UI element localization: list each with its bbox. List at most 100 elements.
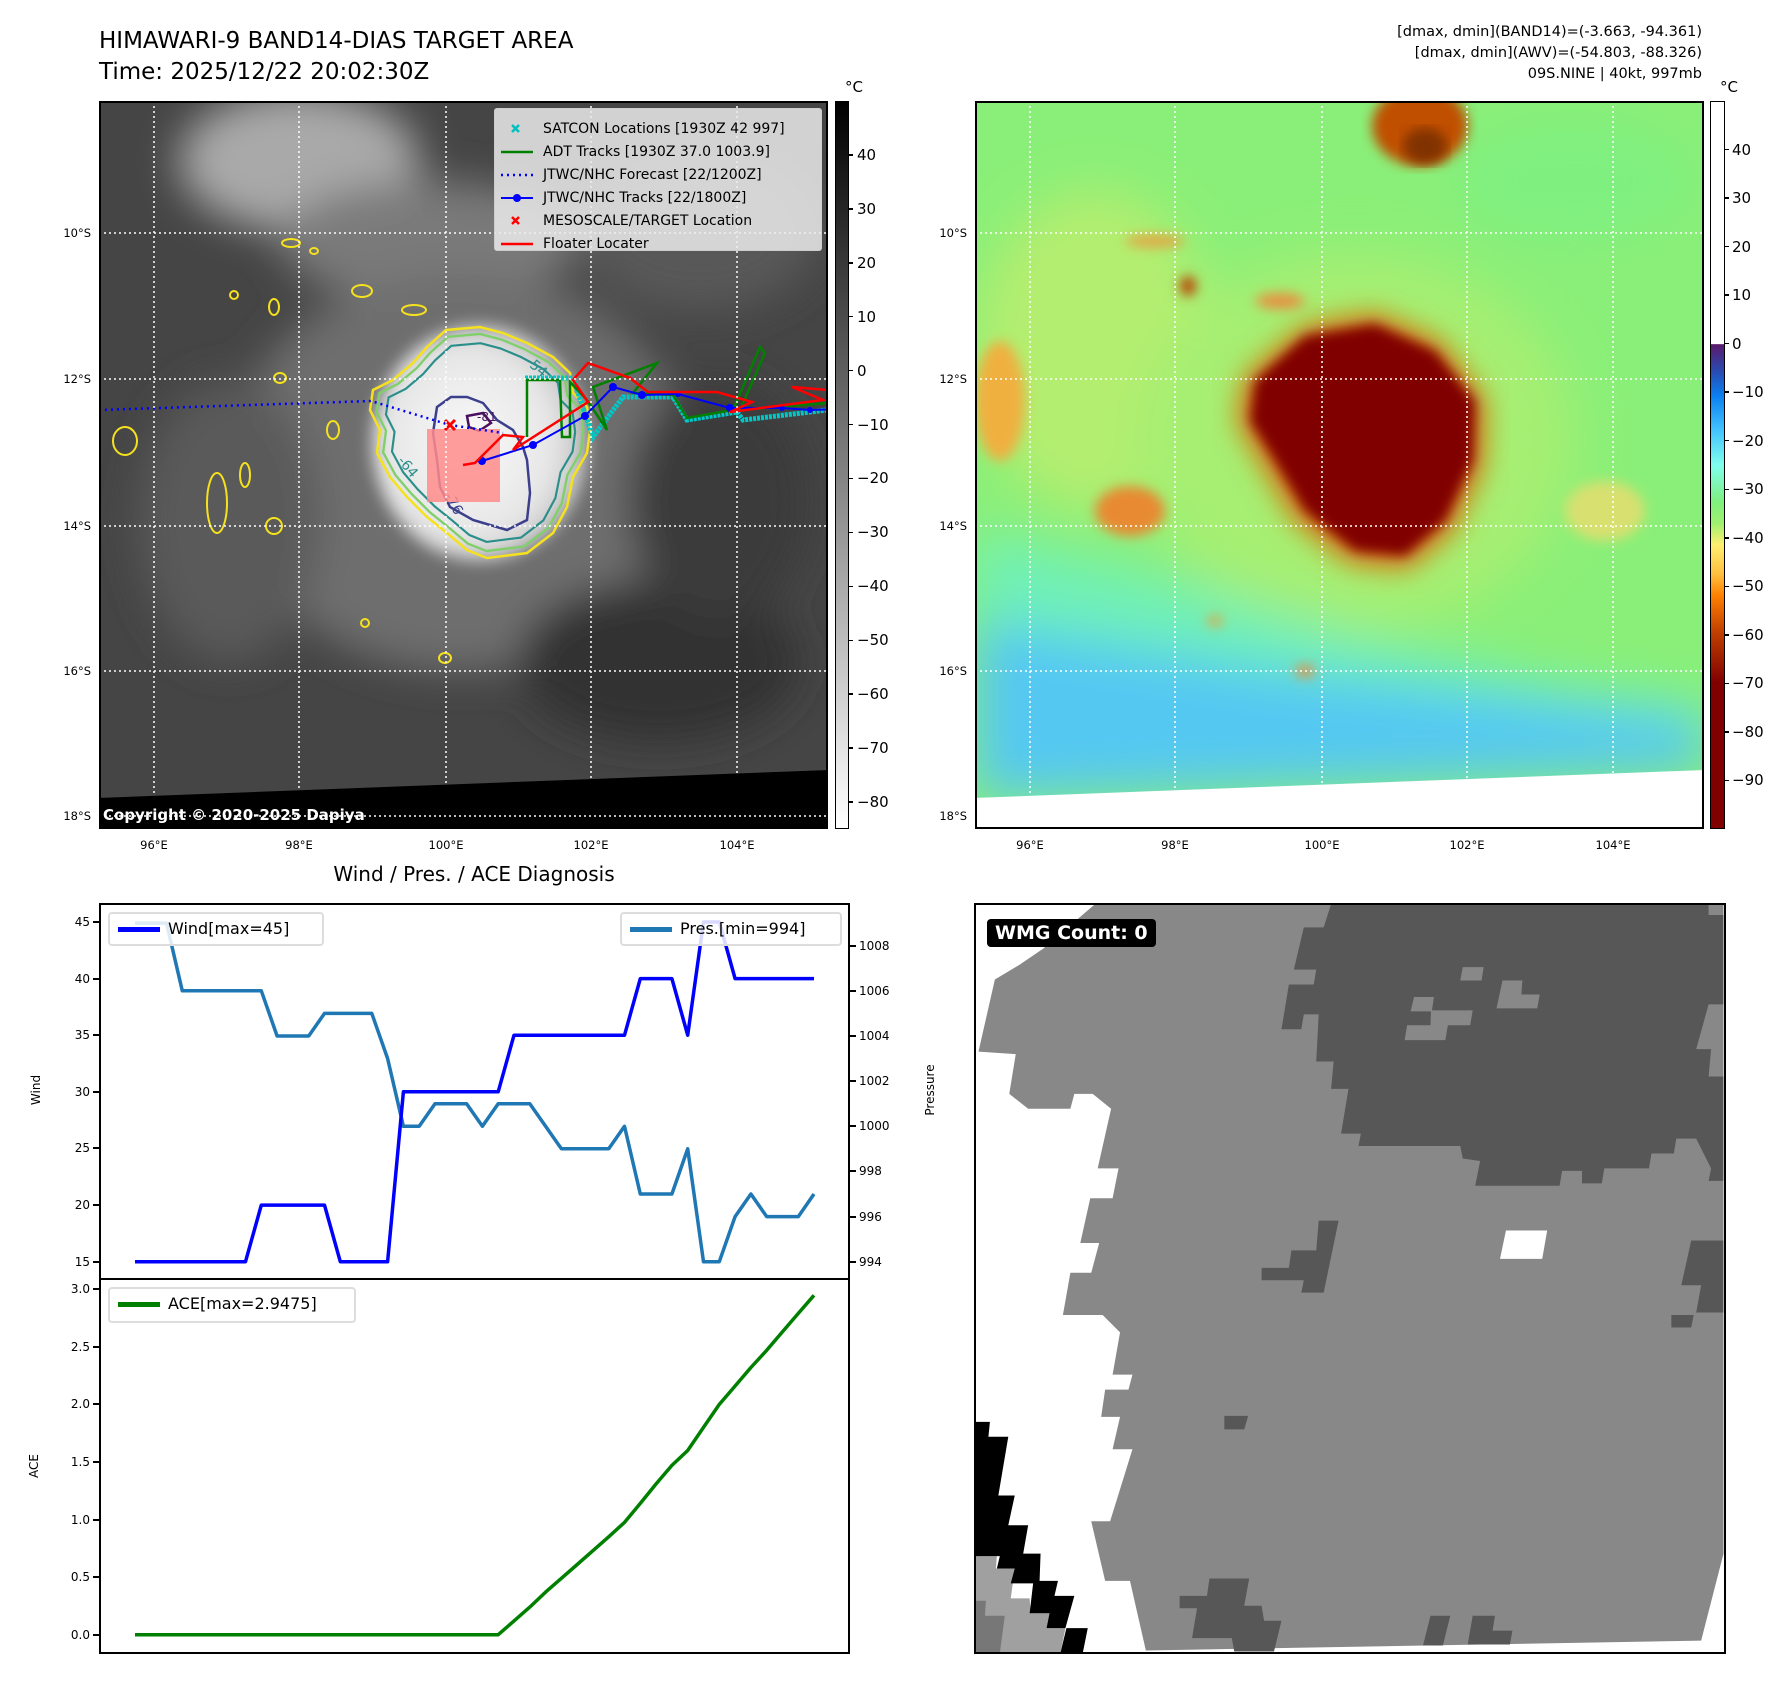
longitude-label: 104°E xyxy=(1595,838,1631,852)
colorbar-tick-mark xyxy=(849,639,853,641)
latitude-label: 12°S xyxy=(939,372,967,386)
colorbar-tick-label: −70 xyxy=(1732,674,1764,693)
y-tick-label: 45 xyxy=(74,914,90,929)
legend-item-target-location: MESOSCALE/TARGET Location xyxy=(495,211,821,231)
y-tick-label: 0.5 xyxy=(70,1570,90,1585)
y-tick-label: 30 xyxy=(74,1084,90,1099)
colorbar-tick-mark xyxy=(1725,731,1729,733)
colorbar-tick-label: −20 xyxy=(1732,431,1764,450)
latitude-label: 12°S xyxy=(63,372,91,386)
y-tick-mark xyxy=(93,977,99,980)
legend-item-satcon: SATCON Locations [1930Z 42 997] xyxy=(495,119,821,139)
colorbar-tick-label: 30 xyxy=(1732,189,1752,208)
y-tick-label: 2.0 xyxy=(70,1397,90,1412)
awv-map-canvas xyxy=(977,103,1702,827)
colorbar-tick-label: 20 xyxy=(857,253,877,272)
colorbar-tick-label: 20 xyxy=(1732,237,1752,256)
dotted-line-icon xyxy=(501,173,533,177)
y-tick-label: 20 xyxy=(74,1198,90,1213)
latitude-label: 16°S xyxy=(939,664,967,678)
y-tick-mark xyxy=(850,944,856,947)
legend-item-floater: Floater Locater xyxy=(495,234,821,254)
colorbar-tick-mark xyxy=(849,477,853,480)
latitude-label: 10°S xyxy=(63,226,91,240)
latitude-label: 18°S xyxy=(63,809,91,823)
ace-line xyxy=(135,1294,816,1637)
line-icon xyxy=(501,242,533,246)
longitude-label: 102°E xyxy=(1449,838,1485,852)
colorbar-tick-mark xyxy=(849,154,853,156)
floater-locater-track xyxy=(462,361,826,467)
ace-legend: ACE[max=2.9475] xyxy=(108,1287,356,1323)
colorbar-tick-mark xyxy=(849,208,853,210)
longitude-label: 102°E xyxy=(573,838,609,852)
legend-item-jtwc-tracks: JTWC/NHC Tracks [22/1800Z] xyxy=(495,188,821,208)
colorbar-tick-mark xyxy=(849,262,853,264)
wind-legend: Wind[max=45] xyxy=(108,912,324,946)
colorbar-tick-mark xyxy=(1725,488,1729,491)
y-tick-label: 40 xyxy=(74,971,90,986)
jtwc-best-track xyxy=(478,383,826,465)
colorbar-tick-mark xyxy=(1725,634,1729,636)
latitude-label: 18°S xyxy=(939,809,967,823)
colorbar-tick-mark xyxy=(849,531,853,534)
colorbar-tick-label: 40 xyxy=(857,145,877,164)
colorbar-tick-mark xyxy=(849,801,853,803)
ir-colorbar-unit: °C xyxy=(845,78,863,96)
colorbar-tick-mark xyxy=(1725,391,1729,393)
map-legend: SATCON Locations [1930Z 42 997] ADT Trac… xyxy=(494,108,822,254)
pressure-line xyxy=(135,921,816,1264)
awv-range: [dmax, dmin](AWV)=(-54.803, -88.326) xyxy=(1414,45,1702,61)
diagnosis-title: Wind / Pres. / ACE Diagnosis xyxy=(333,862,615,886)
colorbar-tick-label: 10 xyxy=(857,307,877,326)
colorbar-tick-mark xyxy=(849,585,853,588)
longitude-label: 98°E xyxy=(1161,838,1189,852)
figure-title: HIMAWARI-9 BAND14-DIAS TARGET AREA Time:… xyxy=(99,26,573,88)
colorbar-tick-label: 40 xyxy=(1732,140,1752,159)
y-tick-mark xyxy=(93,1460,99,1463)
gridlines xyxy=(977,103,1702,827)
y2-tick-label: 1000 xyxy=(859,1119,890,1134)
wind-pressure-plot xyxy=(135,920,816,1264)
wmg-count-badge: WMG Count: 0 xyxy=(987,919,1156,947)
legend-item-jtwc-forecast: JTWC/NHC Forecast [22/1200Z] xyxy=(495,165,821,185)
y-tick-label: 1.0 xyxy=(70,1512,90,1527)
no-data-region xyxy=(101,770,826,827)
colorbar-tick-mark xyxy=(1725,342,1729,345)
ace-plot xyxy=(135,1294,816,1637)
colorbar-tick-label: 30 xyxy=(857,199,877,218)
latitude-label: 16°S xyxy=(63,664,91,678)
longitude-label: 98°E xyxy=(285,838,313,852)
awv-map xyxy=(975,101,1704,829)
y2-tick-label: 1004 xyxy=(859,1028,890,1043)
stats-block: [dmax, dmin](BAND14)=(-3.663, -94.361) [… xyxy=(1397,22,1702,85)
colorbar-tick-mark xyxy=(1725,585,1729,588)
pressure-axis-label: Pressure xyxy=(923,1064,937,1116)
y2-tick-label: 998 xyxy=(859,1164,882,1179)
colorbar-tick-mark xyxy=(1725,439,1729,442)
colorbar-tick-label: 0 xyxy=(857,361,867,380)
y-tick-label: 15 xyxy=(74,1254,90,1269)
y2-tick-label: 996 xyxy=(859,1209,882,1224)
y-tick-mark xyxy=(93,1204,99,1207)
colorbar-tick-mark xyxy=(849,423,853,426)
y-tick-mark xyxy=(850,1170,856,1173)
colorbar-tick-label: −40 xyxy=(1732,528,1764,547)
colorbar-tick-label: −30 xyxy=(1732,480,1764,499)
longitude-label: 104°E xyxy=(719,838,755,852)
colorbar-tick-mark xyxy=(849,315,853,318)
y-tick-label: 25 xyxy=(74,1141,90,1156)
awv-colorbar xyxy=(1710,101,1725,829)
y-tick-label: 2.5 xyxy=(70,1339,90,1354)
band14-range: [dmax, dmin](BAND14)=(-3.663, -94.361) xyxy=(1397,24,1702,40)
line-icon xyxy=(501,150,533,154)
storm-core xyxy=(1237,103,1485,569)
colorbar-tick-mark xyxy=(1725,148,1729,151)
y-tick-mark xyxy=(93,1090,99,1093)
colorbar-tick-mark xyxy=(849,747,853,749)
jtwc-forecast-track xyxy=(101,399,504,435)
colorbar-tick-label: −60 xyxy=(1732,625,1764,644)
colorbar-tick-mark xyxy=(1725,197,1729,199)
y-tick-mark xyxy=(850,989,856,992)
ace-legend-swatch xyxy=(118,1302,160,1307)
